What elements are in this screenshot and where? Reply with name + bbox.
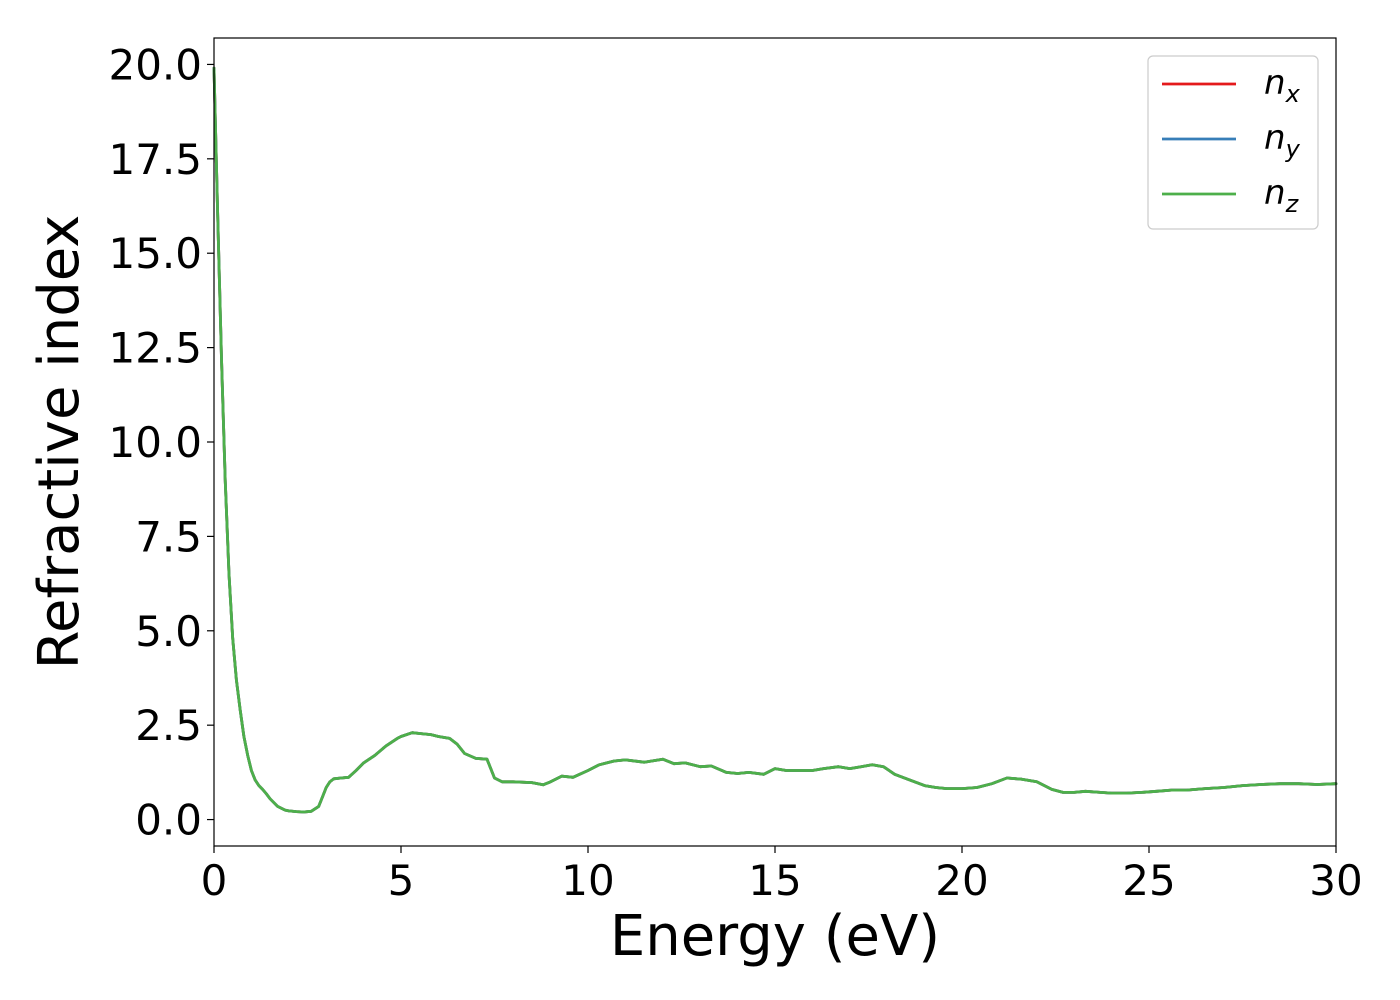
x-tick-label: 10 <box>561 856 614 905</box>
y-tick-label: 20.0 <box>108 40 202 89</box>
legend-label-nz: nz <box>1264 173 1300 218</box>
x-axis-title: Energy (eV) <box>610 904 940 969</box>
legend-label-ny: ny <box>1264 118 1301 163</box>
y-axis-title: Refractive index <box>27 215 92 670</box>
y-tick-label: 12.5 <box>108 324 202 373</box>
y-tick-label: 2.5 <box>135 701 202 750</box>
y-tick-label: 15.0 <box>108 229 202 278</box>
y-tick-label: 0.0 <box>135 796 202 845</box>
plot-frame <box>213 37 1337 847</box>
series-line-nz <box>212 66 1338 814</box>
ticks-layer: 0 5 10 15 20 25 30 0.0 2.5 5.0 7.5 10.0 12.5 15.0 17.5… <box>108 40 1362 905</box>
x-tick-label: 15 <box>748 856 801 905</box>
y-tick-label: 7.5 <box>135 512 202 561</box>
y-tick-label: 5.0 <box>135 607 202 656</box>
legend: nx ny nz <box>1147 55 1319 230</box>
y-tick-label: 17.5 <box>108 135 202 184</box>
series-layer <box>212 66 1338 814</box>
legend-label-nx: nx <box>1264 63 1301 108</box>
x-tick-label: 25 <box>1122 856 1175 905</box>
x-tick-label: 30 <box>1309 856 1362 905</box>
x-tick-label: 20 <box>935 856 988 905</box>
y-tick-label: 10.0 <box>108 418 202 467</box>
x-tick-label: 5 <box>388 856 415 905</box>
legend-frame <box>1147 55 1319 230</box>
x-tick-label: 0 <box>201 856 228 905</box>
